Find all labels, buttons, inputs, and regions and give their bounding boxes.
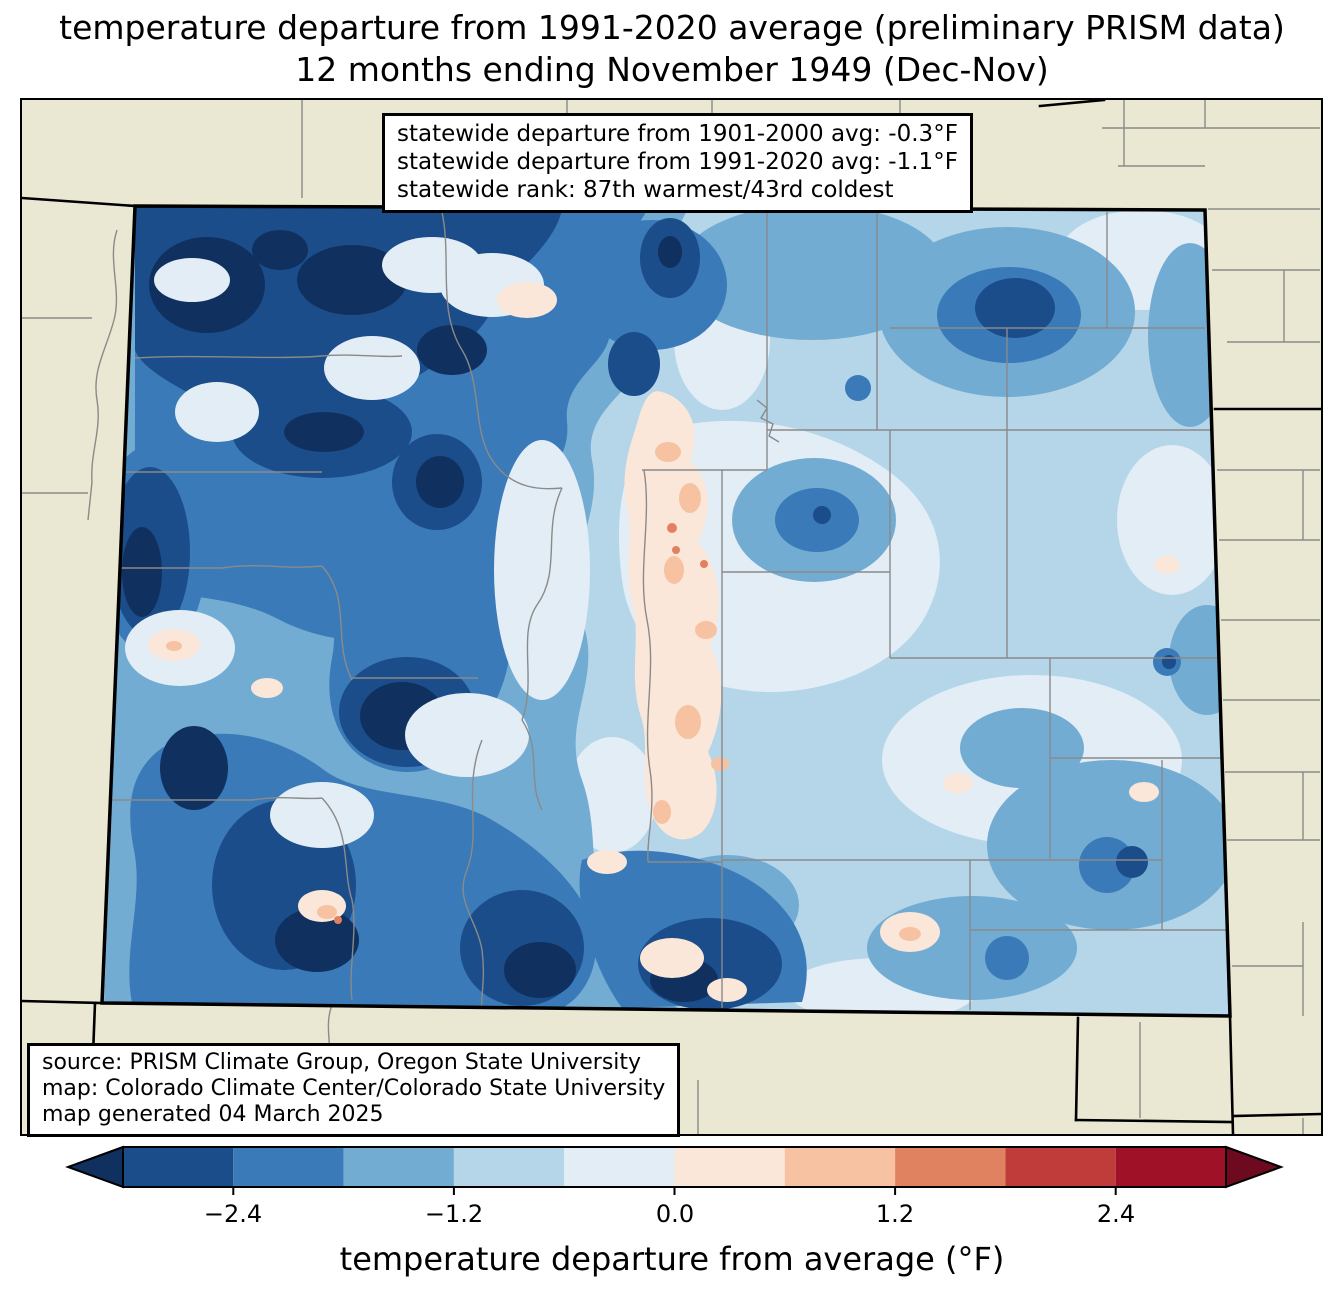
colorbar-tick-label-0-0: 0.0 (655, 1200, 695, 1228)
colorbar-tick-label-1-2: 1.2 (875, 1200, 915, 1228)
map-frame (20, 98, 1323, 1136)
stats-line-1991-2020: statewide departure from 1991-2020 avg: … (397, 149, 958, 175)
page-subtitle: 12 months ending November 1949 (Dec-Nov) (295, 50, 1049, 89)
colorbar-under-arrow (65, 1145, 124, 1189)
colorbar (65, 1145, 1284, 1195)
stats-line-1901-2000: statewide departure from 1901-2000 avg: … (397, 121, 958, 147)
colorado-county-lines (104, 210, 1227, 1011)
colorbar-over-arrow (1225, 1145, 1284, 1189)
colorbar-tick-marks (232, 1187, 1117, 1195)
colorbar-tick-label-neg2-4: −2.4 (203, 1200, 263, 1228)
colorbar-tick-label-2-4: 2.4 (1096, 1200, 1136, 1228)
generated-date-line: map generated 04 March 2025 (42, 1102, 384, 1127)
colorbar-segments (123, 1147, 1226, 1187)
stats-line-rank: statewide rank: 87th warmest/43rd coldes… (397, 177, 894, 203)
colorado-temperature-map (22, 100, 1321, 1134)
source-credit-box: source: PRISM Climate Group, Oregon Stat… (27, 1043, 681, 1137)
map-credit-line: map: Colorado Climate Center/Colorado St… (42, 1076, 666, 1101)
source-line: source: PRISM Climate Group, Oregon Stat… (42, 1050, 642, 1075)
statewide-stats-box: statewide departure from 1901-2000 avg: … (382, 113, 973, 213)
page-title: temperature departure from 1991-2020 ave… (59, 8, 1285, 47)
temperature-contour-fill (102, 206, 1230, 1016)
colorbar-tick-label-neg1-2: −1.2 (424, 1200, 484, 1228)
colorbar-axis-label: temperature departure from average (°F) (339, 1240, 1005, 1278)
